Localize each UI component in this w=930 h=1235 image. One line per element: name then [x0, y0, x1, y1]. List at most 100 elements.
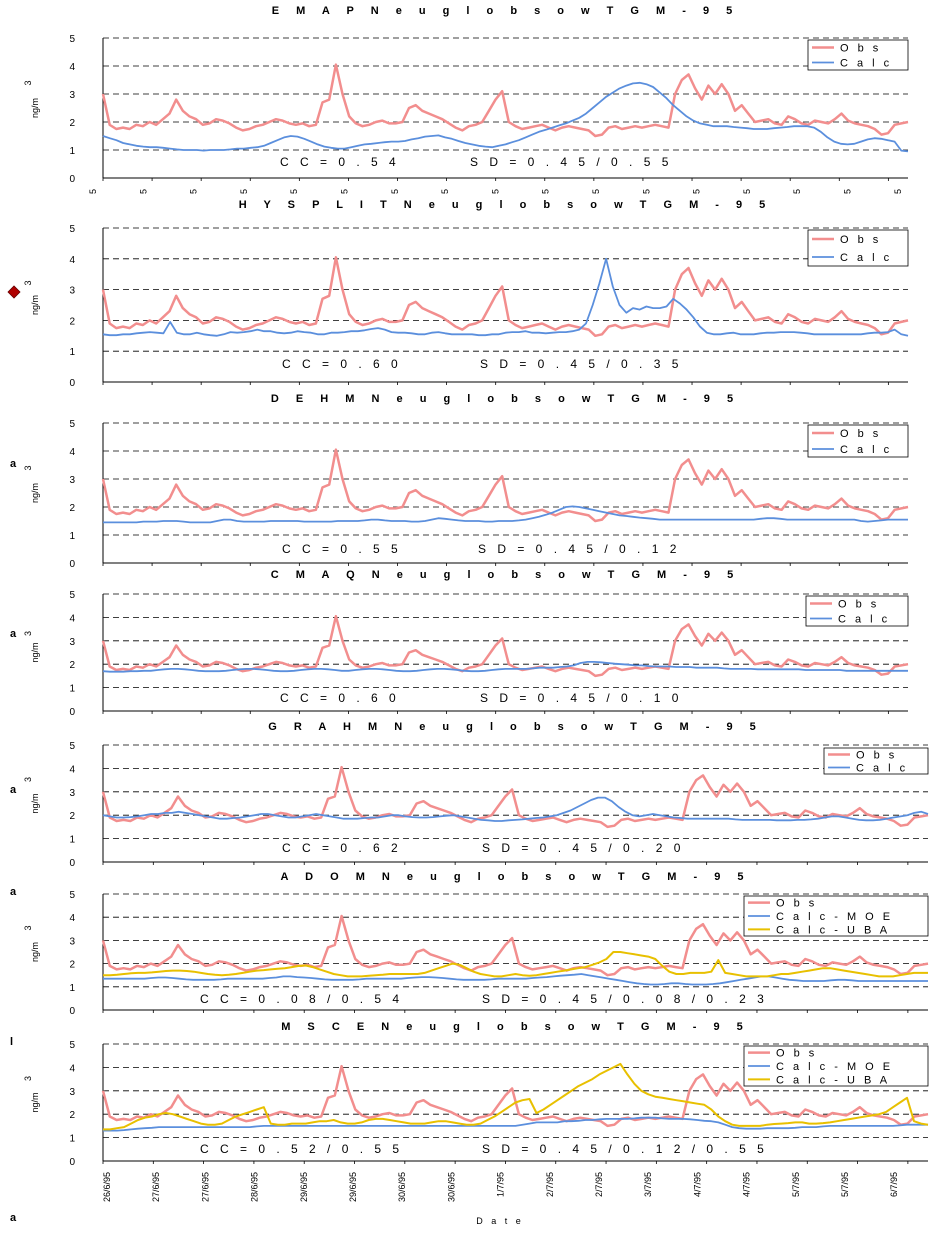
x-tick-label: 5 [189, 189, 199, 194]
x-tick-label: 5 [239, 189, 249, 194]
series-line-calc-uba [103, 1062, 929, 1131]
x-tick-label: 5/7/95 [791, 1172, 801, 1197]
x-tick-label: 5 [289, 189, 299, 194]
stray-mark: a [10, 458, 17, 470]
stray-mark: a [10, 784, 17, 796]
series-line-calc [103, 505, 908, 524]
y-tick-label: 1 [69, 146, 75, 157]
stat-sd: S D = 0 . 4 5 / 0 . 1 2 / 0 . 5 5 [482, 1142, 768, 1156]
stat-sd: S D = 0 . 4 5 / 0 . 1 2 [478, 542, 680, 556]
y-tick-label: 2 [69, 503, 75, 514]
legend-label: C a l c - U B A [776, 1074, 890, 1086]
y-tick-label: 2 [69, 660, 75, 671]
legend-label: O b s [840, 234, 881, 246]
y-tick-label: 2 [69, 118, 75, 129]
legend-label: O b s [840, 43, 881, 55]
diamond-marker-icon [7, 285, 21, 299]
y-tick-label: 3 [69, 637, 75, 648]
series-line-obs [101, 1064, 929, 1128]
legend-box [807, 229, 909, 267]
x-tick-label: 4/7/95 [742, 1172, 752, 1197]
x-tick-label: 2/7/95 [545, 1172, 555, 1197]
x-tick-label: 1/7/95 [496, 1172, 506, 1197]
x-tick-label: 5 [390, 189, 400, 194]
legend-box [743, 1045, 929, 1087]
stat-cc: C C = 0 . 0 8 / 0 . 5 4 [200, 992, 403, 1006]
x-tick-label: 30/6/95 [446, 1172, 456, 1202]
y-tick-label: 3 [69, 788, 75, 799]
y-axis-label-superscript: 3 [23, 777, 33, 782]
y-tick-label: 2 [69, 1110, 75, 1121]
series-line-calc [102, 796, 929, 822]
legend-label: C a l c - M O E [776, 911, 893, 923]
series-line-calc-moe [103, 973, 928, 986]
y-tick-label: 1 [69, 684, 75, 695]
x-tick-label: 29/6/95 [348, 1172, 358, 1202]
y-tick-label: 3 [69, 286, 75, 297]
y-tick-label: 5 [69, 890, 75, 901]
series-line-calc [102, 81, 909, 153]
legend-label: C a l c - U B A [776, 924, 890, 936]
legend-label: O b s [838, 599, 879, 611]
x-tick-label: 5 [843, 189, 853, 194]
stray-mark: l [10, 1036, 14, 1048]
legend-box [743, 895, 929, 937]
legend-label: O b s [840, 428, 881, 440]
y-tick-label: 1 [69, 347, 75, 358]
stat-sd: S D = 0 . 4 5 / 0 . 5 5 [470, 155, 672, 169]
legend-label: C a l c - M O E [776, 1061, 893, 1073]
y-tick-label: 0 [69, 559, 75, 570]
y-tick-label: 4 [69, 613, 75, 624]
stray-mark: a [10, 628, 17, 640]
y-tick-label: 2 [69, 316, 75, 327]
panel-title: G R A H M N e u g l o b s o w T G M - 9 … [268, 721, 763, 733]
y-tick-label: 1 [69, 1134, 75, 1145]
x-tick-label: 5 [742, 189, 752, 194]
y-tick-label: 4 [69, 764, 75, 775]
series-line-obs [101, 765, 929, 829]
y-tick-label: 0 [69, 1006, 75, 1017]
x-tick-label: 30/6/95 [397, 1172, 407, 1202]
y-axis-label: ng/m [30, 642, 40, 662]
y-axis-label: ng/m [30, 483, 40, 503]
y-tick-label: 5 [69, 419, 75, 430]
series-line-calc [102, 661, 908, 673]
legend-label: O b s [856, 750, 897, 762]
x-tick-label: 5 [440, 189, 450, 194]
legend-label: C a l c [838, 614, 890, 626]
x-tick-label: 6/7/95 [889, 1172, 899, 1197]
series-line-obs [101, 63, 909, 138]
y-tick-label: 0 [69, 707, 75, 718]
y-tick-label: 1 [69, 531, 75, 542]
x-tick-label: 26/6/95 [102, 1172, 112, 1202]
stat-sd: S D = 0 . 4 5 / 0 . 3 5 [480, 357, 682, 371]
y-tick-label: 5 [69, 34, 75, 45]
stat-sd: S D = 0 . 4 5 / 0 . 2 0 [482, 841, 684, 855]
legend-box [805, 595, 909, 627]
x-tick-label: 29/6/95 [299, 1172, 309, 1202]
x-tick-label: 2/7/95 [594, 1172, 604, 1197]
y-axis-label-superscript: 3 [23, 1076, 33, 1081]
stat-cc: C C = 0 . 6 2 [282, 841, 402, 855]
y-axis-label-superscript: 3 [23, 280, 33, 285]
y-axis-label: ng/m [30, 295, 40, 315]
y-tick-label: 1 [69, 835, 75, 846]
series-line-obs [101, 914, 929, 977]
x-tick-label: 28/6/95 [250, 1172, 260, 1202]
legend-box [823, 747, 929, 775]
series-line-calc [102, 257, 909, 337]
stray-mark: a [10, 1212, 17, 1224]
x-tick-label: 5 [792, 189, 802, 194]
y-tick-label: 4 [69, 1063, 75, 1074]
y-axis-label: ng/m [30, 98, 40, 118]
stat-cc: C C = 0 . 5 2 / 0 . 5 5 [200, 1142, 403, 1156]
legend-label: C a l c [856, 763, 908, 775]
stat-sd: S D = 0 . 4 5 / 0 . 1 0 [480, 691, 682, 705]
y-tick-label: 2 [69, 811, 75, 822]
panel-title: A D O M N e u g l o b s o w T G M - 9 5 [281, 871, 751, 883]
x-tick-label: 3/7/95 [643, 1172, 653, 1197]
x-tick-label: 5/7/95 [840, 1172, 850, 1197]
y-tick-label: 3 [69, 475, 75, 486]
